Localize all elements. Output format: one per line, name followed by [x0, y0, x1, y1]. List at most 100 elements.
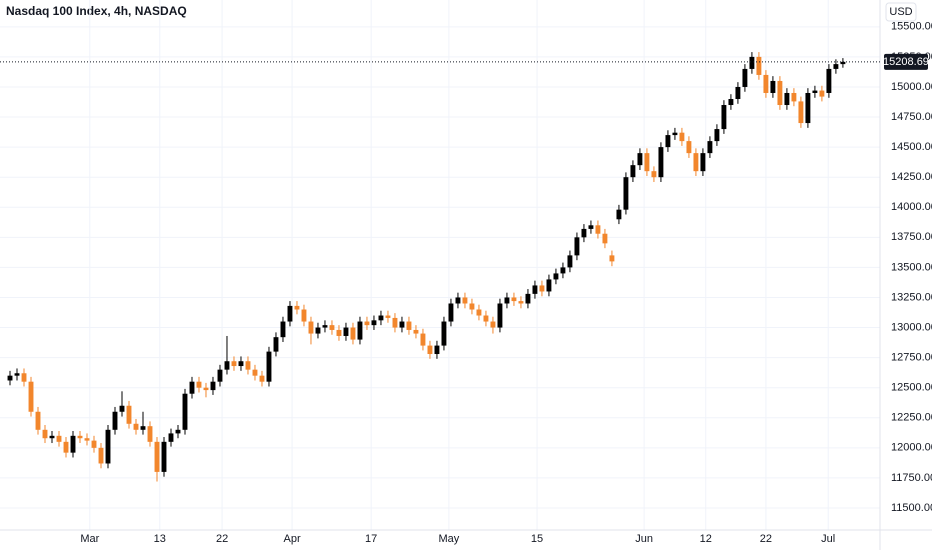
candle-body	[735, 86, 741, 99]
y-tick-label: 12250.00	[891, 412, 932, 424]
candle-body	[805, 92, 811, 124]
candle-body	[392, 317, 398, 328]
candle-body	[420, 333, 426, 346]
x-tick-label: 13	[154, 533, 166, 545]
candle-body	[714, 129, 720, 142]
candle-body	[133, 423, 139, 430]
candle-body	[553, 273, 559, 280]
candle-body	[434, 345, 440, 355]
candle-body	[784, 92, 790, 106]
candle-body	[238, 361, 244, 367]
candle-body	[525, 293, 531, 304]
y-tick-label: 13250.00	[891, 291, 932, 303]
x-tick-label: Jul	[821, 533, 835, 545]
y-tick-label: 13500.00	[891, 261, 932, 273]
candle-body	[770, 80, 776, 93]
candle-body	[336, 329, 342, 336]
candle-body	[35, 411, 41, 430]
candle-body	[826, 68, 832, 93]
y-tick-label: 12000.00	[891, 442, 932, 454]
x-tick-label: Mar	[80, 533, 99, 545]
candle-body	[203, 387, 209, 391]
y-tick-label: 14000.00	[891, 201, 932, 213]
candle-body	[623, 177, 629, 210]
candle-body	[399, 321, 405, 328]
candle-body	[679, 132, 685, 142]
candle-body	[189, 381, 195, 394]
chart-title: Nasdaq 100 Index, 4h, NASDAQ	[6, 4, 187, 18]
candle-body	[427, 345, 433, 355]
candle-body	[686, 141, 692, 154]
candle-body	[637, 153, 643, 166]
x-tick-label: May	[438, 533, 459, 545]
candle-body	[70, 435, 76, 453]
x-tick-label: 22	[216, 533, 228, 545]
candle-body	[231, 361, 237, 367]
candle-body	[546, 279, 552, 292]
candle-body	[665, 135, 671, 148]
candle-body	[406, 321, 412, 330]
candle-body	[749, 56, 755, 69]
y-tick-label: 15000.00	[891, 81, 932, 93]
candle-body	[364, 321, 370, 326]
y-tick-label: 12750.00	[891, 352, 932, 364]
candle-body	[476, 309, 482, 316]
candle-body	[574, 237, 580, 256]
candle-body	[217, 369, 223, 382]
candle-body	[245, 361, 251, 370]
candle-body	[469, 303, 475, 310]
candle-body	[595, 225, 601, 234]
candle-body	[490, 321, 496, 328]
x-tick-label: 15	[531, 533, 543, 545]
candle-body	[343, 327, 349, 336]
y-tick-label: 11500.00	[891, 502, 932, 514]
candle-body	[602, 233, 608, 244]
candle-body	[259, 375, 265, 382]
x-tick-label: Jun	[635, 533, 653, 545]
candle-body	[721, 105, 727, 130]
candle-body	[119, 405, 125, 412]
candle-body	[224, 361, 230, 370]
candle-body	[742, 68, 748, 87]
candle-body	[56, 435, 62, 442]
candle-body	[763, 74, 769, 93]
candle-body	[21, 373, 27, 382]
candle-body	[210, 381, 216, 391]
candle-body	[378, 315, 384, 321]
y-tick-label: 11750.00	[891, 472, 932, 484]
candle-body	[756, 56, 762, 75]
candle-body	[840, 61, 846, 65]
candle-body	[147, 426, 153, 442]
y-tick-label: 13750.00	[891, 231, 932, 243]
candle-body	[126, 405, 132, 424]
candle-body	[700, 153, 706, 172]
candle-body	[441, 321, 447, 346]
x-tick-label: 22	[760, 533, 772, 545]
candle-body	[84, 438, 90, 441]
candle-body	[154, 441, 160, 472]
candle-body	[14, 373, 20, 376]
candle-body	[658, 147, 664, 178]
candle-body	[371, 320, 377, 326]
candle-body	[483, 315, 489, 322]
candle-body	[140, 426, 146, 430]
candle-body	[112, 411, 118, 430]
candle-body	[497, 303, 503, 328]
candle-body	[301, 309, 307, 322]
x-tick-label: 12	[700, 533, 712, 545]
candle-body	[560, 267, 566, 274]
candle-body	[168, 433, 174, 442]
y-tick-label: 12500.00	[891, 382, 932, 394]
candle-body	[315, 327, 321, 334]
candle-body	[728, 98, 734, 106]
candle-body	[448, 303, 454, 322]
candle-body	[175, 429, 181, 434]
candle-body	[693, 153, 699, 172]
candle-body	[252, 369, 258, 376]
candle-body	[609, 255, 615, 262]
candle-body	[798, 101, 804, 124]
candle-body	[322, 325, 328, 328]
candle-body	[539, 285, 545, 292]
